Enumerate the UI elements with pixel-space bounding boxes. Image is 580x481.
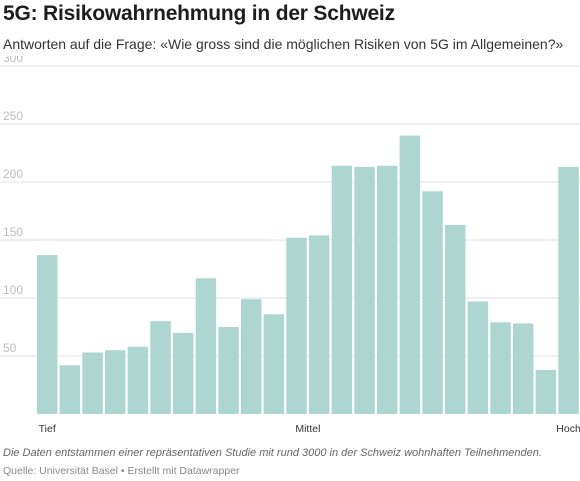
bar	[195, 278, 217, 414]
bar	[218, 327, 239, 414]
bar	[309, 235, 330, 414]
bar	[399, 135, 421, 414]
source-separator: •	[120, 465, 125, 477]
bar	[354, 166, 375, 414]
bars	[37, 135, 579, 414]
chart-title: 5G: Risikowahrnehmung in der Schweiz	[3, 2, 395, 25]
y-axis-labels: 50 100 150 200 250 300	[3, 56, 23, 355]
y-tick-label: 250	[3, 109, 23, 123]
bar	[59, 365, 81, 414]
bar	[263, 314, 285, 414]
bar	[82, 352, 103, 414]
bar	[377, 165, 398, 414]
y-tick-label: 200	[3, 167, 23, 181]
chart-source: Quelle: Universität Basel • Erstellt mit…	[3, 465, 240, 477]
bar-chart: 50 100 150 200 250 300 Tief Mittel Hoch	[0, 56, 580, 435]
bar	[535, 369, 557, 414]
bar	[173, 332, 194, 414]
y-tick-label: 50	[3, 341, 17, 355]
y-tick-label: 300	[3, 56, 23, 65]
bar	[331, 165, 353, 414]
x-tick-label: Tief	[39, 423, 56, 435]
bar	[286, 237, 307, 414]
bar	[241, 299, 262, 414]
bar	[513, 323, 534, 414]
bar	[105, 350, 126, 414]
bar	[445, 224, 466, 414]
source-label: Quelle: Universität Basel	[3, 465, 118, 477]
bar	[467, 301, 489, 414]
x-tick-label: Mittel	[295, 423, 320, 435]
bar	[558, 166, 579, 414]
x-tick-label: Hoch	[556, 423, 580, 435]
x-axis-labels: Tief Mittel Hoch	[39, 423, 580, 435]
source-credit: Erstellt mit Datawrapper	[127, 465, 240, 477]
chart-subtitle: Antworten auf die Frage: «Wie gross sind…	[3, 36, 564, 52]
bar	[490, 322, 511, 414]
bar	[127, 346, 149, 414]
bar	[37, 255, 58, 414]
y-tick-label: 100	[3, 283, 23, 297]
bar	[422, 191, 443, 414]
chart-note: Die Daten entstammen einer repräsentativ…	[3, 447, 542, 459]
bar	[150, 321, 171, 414]
y-tick-label: 150	[3, 225, 23, 239]
